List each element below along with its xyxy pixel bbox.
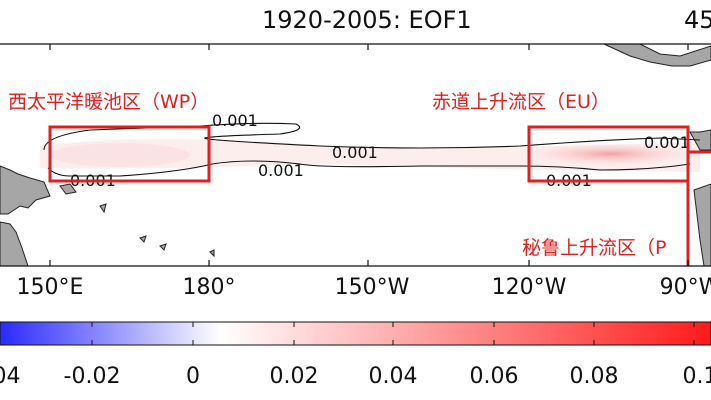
- land: [0, 43, 711, 267]
- colorbar-tick-label: 0.06: [470, 364, 519, 389]
- colorbar: [0, 321, 711, 346]
- island-land: [59, 183, 77, 195]
- title-text: 1920-2005: EOF1: [262, 6, 472, 34]
- new-guinea-land: [0, 165, 51, 215]
- peru-region-box: [686, 150, 711, 266]
- wp-region-box: [48, 125, 211, 183]
- lon-tick-label: 180°: [183, 275, 236, 300]
- colorbar-tick-label: 0.1: [683, 364, 711, 389]
- lon-tick-label: 90°W: [660, 275, 711, 300]
- colorbar-tick-label: 0.08: [570, 364, 619, 389]
- colorbar-tick-label: -0.04: [0, 364, 20, 389]
- contour-label: 0.001: [258, 161, 304, 180]
- contour-label: 0.001: [644, 133, 690, 152]
- wp-anomaly-core: [50, 143, 190, 167]
- island-land: [209, 249, 215, 258]
- lon-tick-label: 150°W: [335, 275, 410, 300]
- colorbar-tick-label: 0.04: [369, 364, 418, 389]
- region-label-wp: 西太平洋暖池区（WP）: [8, 91, 209, 113]
- contour-label: 0.001: [332, 143, 378, 162]
- colorbar-tick-label: 0.02: [270, 364, 319, 389]
- colorbar-ticks: [91, 322, 695, 345]
- colorbar-tick-label: -0.02: [64, 364, 121, 389]
- colorbar-tick-label: 0: [186, 364, 200, 389]
- eu-anomaly-core: [515, 141, 705, 167]
- lon-ticks: [49, 44, 689, 266]
- region-boxes: [48, 125, 711, 266]
- central-america-land: [603, 43, 711, 67]
- title-clipped-text: 45: [684, 6, 711, 34]
- contour-label: 0.001: [212, 111, 258, 130]
- lon-tick-label: 120°W: [492, 275, 567, 300]
- australia-land: [0, 221, 29, 267]
- island-land: [159, 243, 167, 251]
- island-land: [139, 235, 147, 243]
- region-label-eu: 赤道上升流区（EU）: [432, 91, 610, 113]
- galapagos-land: [689, 129, 711, 151]
- region-label-peru: 秘鲁上升流区（P: [522, 237, 666, 259]
- lon-tick-label: 150°E: [17, 275, 84, 300]
- contour-0001: [43, 122, 701, 177]
- island-land: [99, 203, 107, 214]
